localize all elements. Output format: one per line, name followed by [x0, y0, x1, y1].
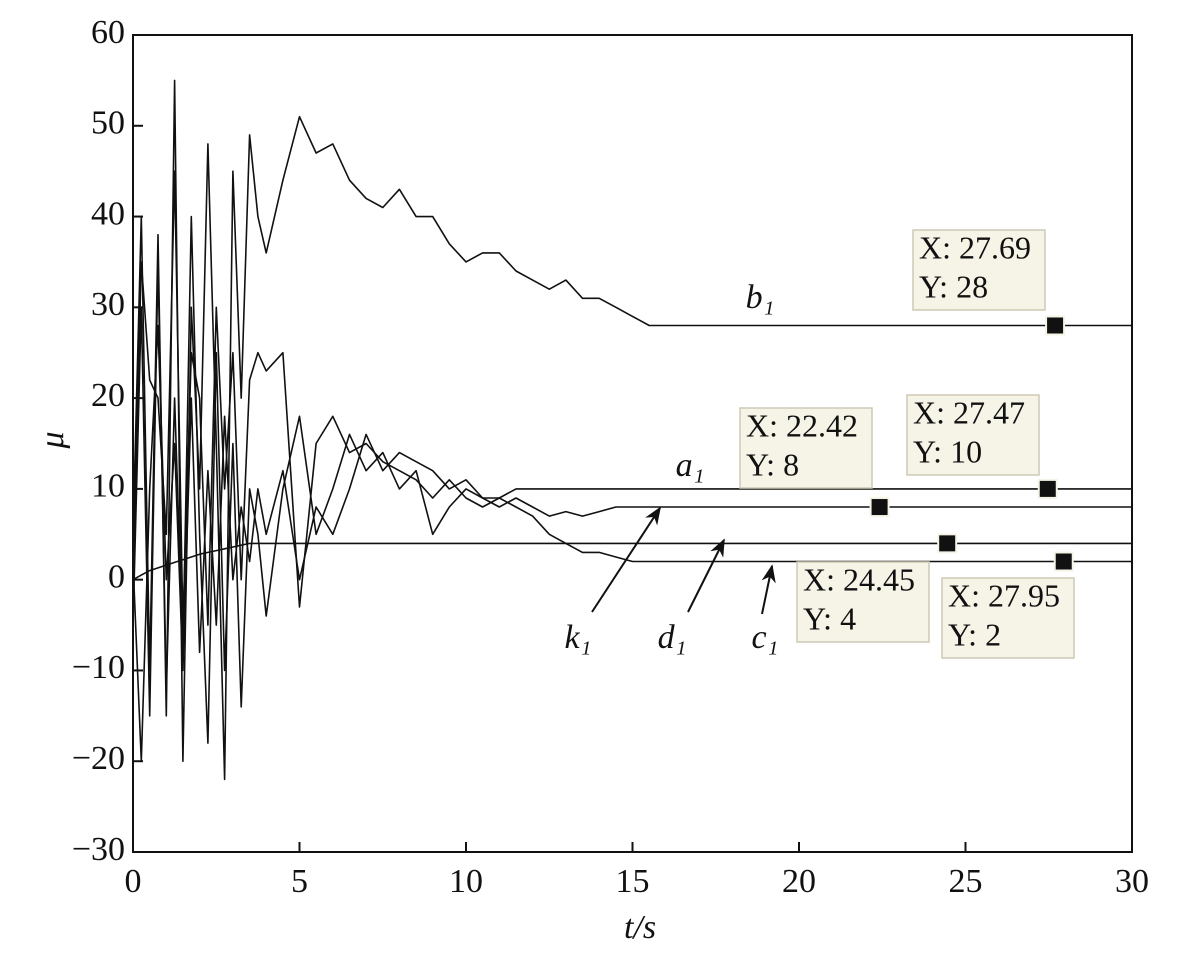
datatip-marker — [869, 497, 890, 518]
datatip-x: X: 27.95 — [948, 577, 1060, 613]
series-label: d₁ — [658, 619, 687, 656]
datatip-y: Y: 2 — [948, 616, 1001, 652]
datatip-marker — [1045, 315, 1066, 336]
datatip-marker — [1053, 551, 1074, 572]
y-tick-label: 60 — [91, 14, 125, 51]
y-tick-label: −30 — [72, 831, 125, 868]
x-tick-label: 25 — [949, 863, 983, 900]
datatip-box — [906, 394, 1040, 476]
series-label: a₁ — [676, 447, 705, 484]
series-line — [132, 542, 1132, 581]
datatip-y: Y: 10 — [913, 433, 982, 469]
x-tick-label: 5 — [291, 863, 308, 900]
series-line — [132, 324, 1132, 762]
y-tick-label: 20 — [91, 377, 125, 414]
series-label: b₁ — [746, 279, 775, 316]
y-axis-label: μ — [34, 431, 71, 449]
series-label: c₁ — [752, 619, 779, 656]
datatip-marker — [937, 533, 958, 554]
datatip-box — [739, 407, 873, 489]
datatip-x: X: 22.42 — [746, 407, 858, 443]
datatip-y: Y: 8 — [746, 446, 799, 482]
y-tick-label: 30 — [91, 286, 125, 323]
datatip-x: X: 24.45 — [803, 561, 915, 597]
datatip-y: Y: 4 — [803, 600, 856, 636]
y-tick-label: 0 — [108, 558, 125, 595]
datatip-x: X: 27.69 — [919, 229, 1031, 265]
x-tick-label: 20 — [782, 863, 816, 900]
datatip-box — [796, 561, 930, 643]
annotation-arrow — [687, 538, 725, 613]
datatip-y: Y: 28 — [919, 268, 988, 304]
x-tick-label: 0 — [125, 863, 142, 900]
y-tick-label: 50 — [91, 105, 125, 142]
series-line — [132, 170, 1132, 626]
x-tick-label: 30 — [1115, 863, 1149, 900]
y-tick-label: −20 — [72, 740, 125, 777]
annotation-arrow — [591, 506, 661, 613]
datatip-marker — [1037, 478, 1058, 499]
series-label: k₁ — [565, 619, 592, 656]
y-tick-label: 10 — [91, 468, 125, 505]
datatip-box — [941, 577, 1075, 659]
y-tick-label: 40 — [91, 195, 125, 232]
annotation-arrow — [761, 564, 776, 615]
y-tick-label: −10 — [72, 649, 125, 686]
x-tick-label: 15 — [616, 863, 650, 900]
x-axis-label: t/s — [624, 909, 656, 946]
datatip-x: X: 27.47 — [913, 394, 1025, 430]
datatip-box — [912, 229, 1046, 311]
x-tick-label: 10 — [449, 863, 483, 900]
